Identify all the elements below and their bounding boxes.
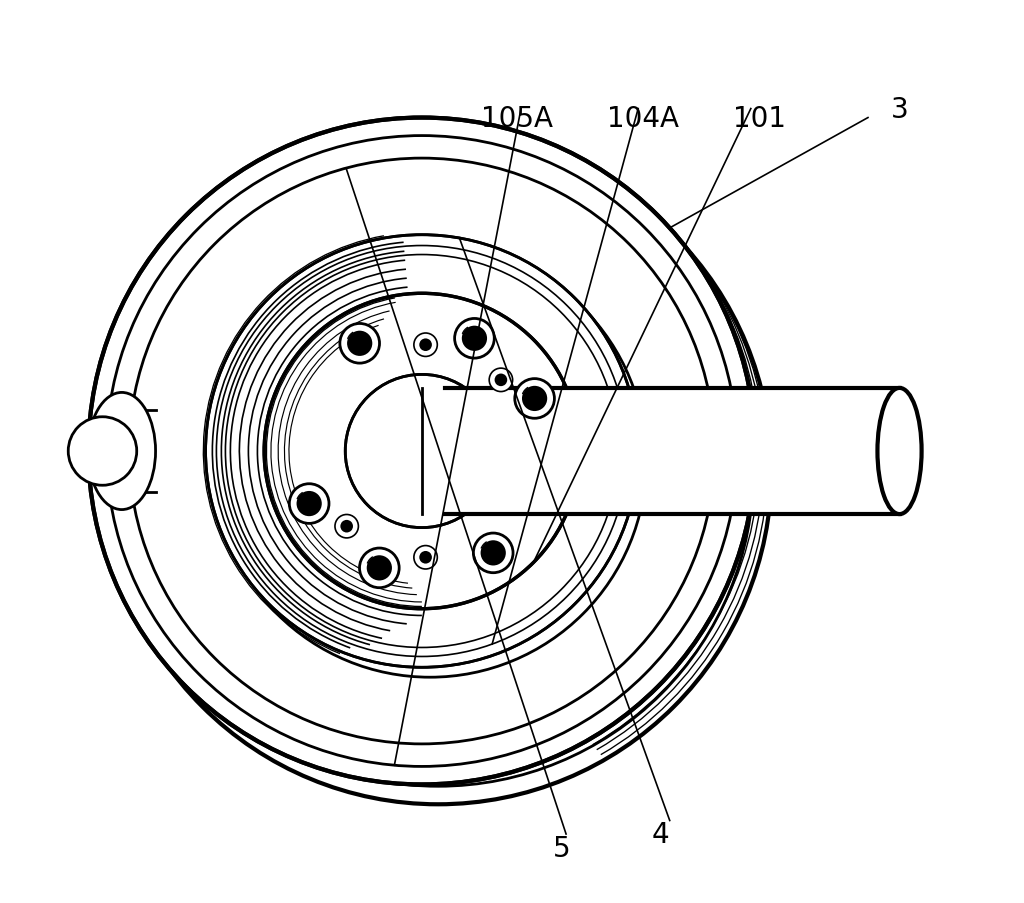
Text: 101: 101 — [733, 105, 786, 133]
Text: 4: 4 — [652, 820, 670, 848]
Circle shape — [367, 555, 392, 581]
Text: 5: 5 — [553, 833, 570, 861]
Text: 3: 3 — [891, 96, 908, 124]
Circle shape — [69, 417, 137, 486]
Circle shape — [340, 520, 353, 533]
Ellipse shape — [88, 393, 156, 510]
Circle shape — [414, 333, 437, 357]
Circle shape — [340, 324, 380, 364]
Circle shape — [264, 294, 580, 609]
Circle shape — [495, 374, 507, 386]
Circle shape — [455, 319, 495, 358]
Circle shape — [214, 246, 646, 677]
Circle shape — [206, 236, 638, 667]
Circle shape — [335, 515, 358, 538]
Circle shape — [515, 379, 554, 419]
Circle shape — [473, 534, 513, 573]
Circle shape — [419, 552, 432, 564]
Circle shape — [290, 484, 329, 524]
Circle shape — [489, 368, 513, 392]
Circle shape — [522, 386, 547, 412]
Circle shape — [345, 375, 499, 528]
Circle shape — [297, 491, 322, 517]
Circle shape — [104, 138, 771, 805]
Circle shape — [347, 331, 373, 357]
Bar — [444, 388, 899, 515]
Circle shape — [480, 541, 506, 566]
Circle shape — [462, 326, 487, 351]
Circle shape — [88, 118, 756, 785]
Text: 104A: 104A — [606, 105, 679, 133]
Circle shape — [419, 339, 432, 351]
Circle shape — [414, 546, 437, 570]
Text: 105A: 105A — [480, 105, 553, 133]
Circle shape — [359, 548, 399, 588]
Ellipse shape — [878, 388, 922, 515]
